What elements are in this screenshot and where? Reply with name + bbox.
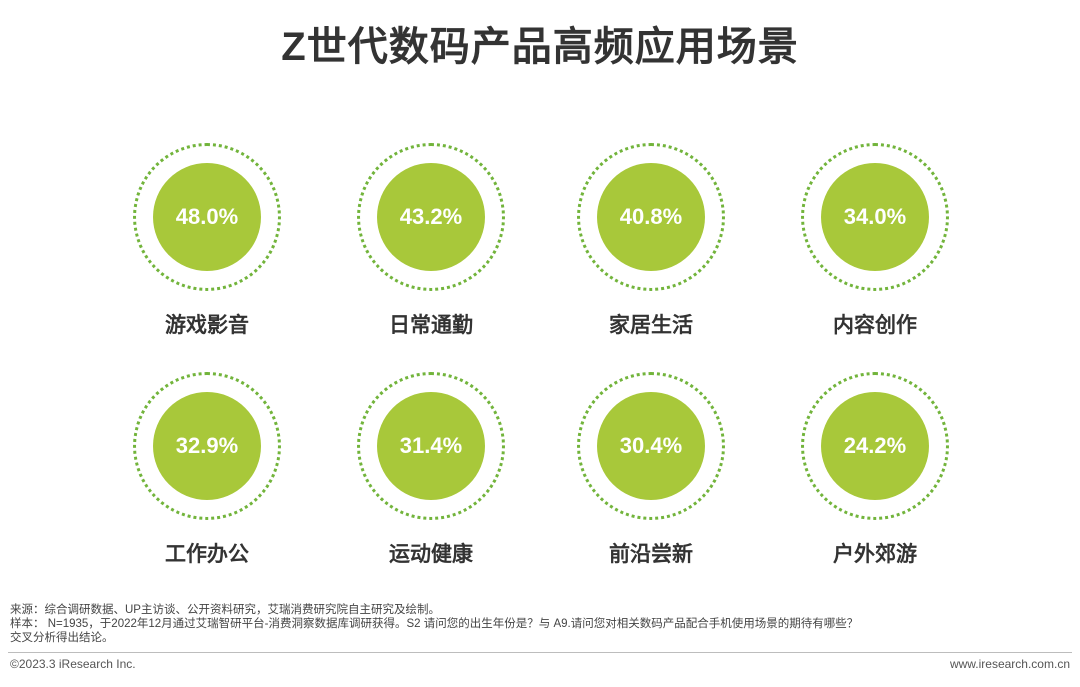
value-label: 34.0% (843, 204, 907, 229)
sample-note-continued: 交叉分析得出结论。 (10, 632, 114, 644)
category-label: 内容创作 (833, 314, 917, 337)
dotted-ring (357, 372, 505, 520)
value-label: 24.2% (843, 433, 907, 458)
sample-note: 样本： N=1935，于2022年12月通过艾瑞智研平台-消费洞察数据库调研获得… (10, 618, 859, 630)
dotted-ring (577, 372, 725, 520)
value-label: 30.4% (619, 433, 683, 458)
value-label: 40.8% (619, 204, 683, 229)
value-disc: 30.4% (597, 392, 705, 500)
value-disc: 48.0% (153, 163, 261, 271)
category-label: 工作办公 (165, 543, 249, 566)
dotted-ring (577, 143, 725, 291)
category-label: 日常通勤 (389, 314, 473, 337)
source-notes: 来源：综合调研数据、UP主访谈、公开资料研究，艾瑞消费研究院自主研究及绘制。 样… (10, 603, 1070, 645)
copyright-text: ©2023.3 iResearch Inc. (10, 657, 136, 671)
value-label: 48.0% (175, 204, 239, 229)
footer-divider (8, 652, 1072, 653)
value-disc: 32.9% (153, 392, 261, 500)
category-label: 游戏影音 (165, 314, 249, 337)
category-label: 户外郊游 (833, 543, 917, 566)
value-label: 43.2% (399, 204, 463, 229)
scenario-grid: 48.0% 游戏影音 43.2% 日常通勤 40.8% 家居生活 34.0% 内… (133, 143, 949, 566)
chart-title: Z世代数码产品高频应用场景 (281, 25, 799, 69)
dotted-ring (801, 372, 949, 520)
category-label: 家居生活 (609, 314, 693, 337)
value-disc: 43.2% (377, 163, 485, 271)
value-disc: 34.0% (821, 163, 929, 271)
value-label: 32.9% (175, 433, 239, 458)
source-note: 来源：综合调研数据、UP主访谈、公开资料研究，艾瑞消费研究院自主研究及绘制。 (10, 604, 440, 616)
dotted-ring (133, 143, 281, 291)
dotted-ring (801, 143, 949, 291)
value-label: 31.4% (399, 433, 463, 458)
value-disc: 40.8% (597, 163, 705, 271)
value-disc: 31.4% (377, 392, 485, 500)
website-link[interactable]: www.iresearch.com.cn (949, 657, 1070, 671)
dotted-ring (133, 372, 281, 520)
dotted-ring (357, 143, 505, 291)
category-label: 前沿尝新 (609, 543, 693, 566)
category-label: 运动健康 (389, 543, 473, 566)
value-disc: 24.2% (821, 392, 929, 500)
